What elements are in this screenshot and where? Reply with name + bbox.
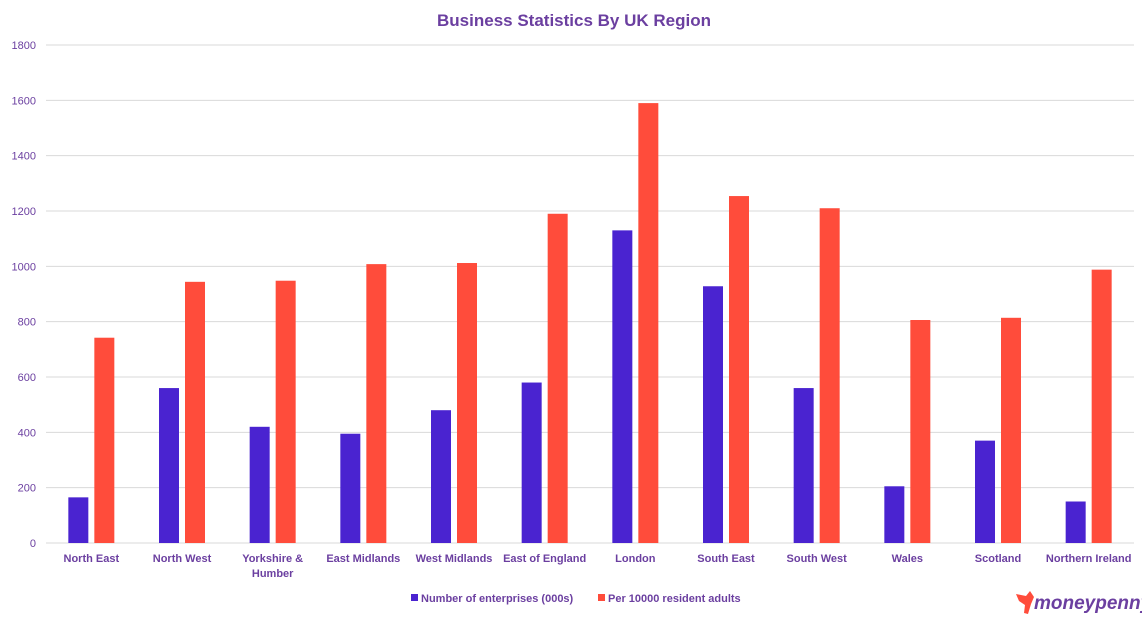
y-tick-label: 1000	[12, 261, 36, 273]
legend-swatch	[411, 594, 418, 601]
legend-swatch	[598, 594, 605, 601]
bar-enterprises	[431, 410, 451, 543]
bar-per-10000-adults	[1001, 317, 1021, 543]
y-tick-label: 200	[18, 483, 36, 495]
x-tick-label: Yorkshire & Humber	[242, 553, 303, 580]
y-tick-label: 1400	[12, 151, 36, 163]
bar-enterprises	[703, 286, 723, 543]
bar-enterprises	[884, 486, 905, 543]
bar-enterprises	[521, 382, 542, 543]
bar-per-10000-adults	[185, 281, 205, 543]
bar-per-10000-adults	[1091, 269, 1112, 543]
bar-enterprises	[793, 388, 814, 543]
bar-enterprises	[1065, 501, 1086, 543]
x-tick-label: South West	[787, 553, 848, 565]
bar-per-10000-adults	[910, 320, 931, 543]
y-axis-ticks: 0 200 400 600 800 1000 1200 1400 1600 1800	[12, 40, 36, 550]
bird-icon	[1016, 591, 1034, 614]
bars	[68, 103, 1112, 543]
grid-lines	[46, 44, 1134, 544]
bar-per-10000-adults	[547, 213, 568, 543]
bar-per-10000-adults	[729, 196, 749, 543]
x-tick-label: Wales	[892, 553, 923, 565]
bar-per-10000-adults	[819, 208, 840, 543]
y-tick-label: 1800	[12, 40, 36, 52]
moneypenny-logo: moneypenny	[1016, 591, 1142, 614]
x-tick-label: East of England	[503, 553, 586, 565]
bar-per-10000-adults	[366, 264, 387, 543]
legend: Number of enterprises (000s) Per 10000 re…	[411, 593, 741, 605]
x-tick-label: North West	[153, 553, 212, 565]
bar-enterprises	[159, 388, 179, 543]
legend-label: Per 10000 resident adults	[608, 593, 741, 605]
x-tick-label: Northern Ireland	[1046, 553, 1132, 565]
logo-text: moneypenny	[1034, 593, 1142, 614]
x-tick-label: West Midlands	[416, 553, 493, 565]
bar-per-10000-adults	[275, 280, 296, 543]
x-tick-label: South East	[697, 553, 755, 565]
y-tick-label: 600	[18, 372, 36, 384]
bar-per-10000-adults	[94, 337, 115, 543]
chart-title: Business Statistics By UK Region	[437, 11, 711, 30]
x-tick-label: North East	[64, 553, 120, 565]
bar-enterprises	[249, 426, 270, 543]
x-tick-label: East Midlands	[326, 553, 400, 565]
y-tick-label: 1600	[12, 95, 36, 107]
bar-enterprises	[340, 433, 361, 543]
x-axis-labels: North East North West Yorkshire & Humber Eas…	[64, 553, 1132, 580]
y-tick-label: 800	[18, 317, 36, 329]
bar-enterprises	[68, 497, 89, 543]
y-tick-label: 1200	[12, 206, 36, 218]
x-tick-label: Scotland	[975, 553, 1021, 565]
bar-per-10000-adults	[638, 103, 659, 543]
x-tick-label: London	[615, 553, 656, 565]
y-tick-label: 0	[30, 538, 36, 550]
bar-per-10000-adults	[457, 263, 477, 543]
bar-enterprises	[612, 230, 633, 543]
bar-enterprises	[975, 440, 995, 543]
y-tick-label: 400	[18, 427, 36, 439]
legend-label: Number of enterprises (000s)	[421, 593, 574, 605]
